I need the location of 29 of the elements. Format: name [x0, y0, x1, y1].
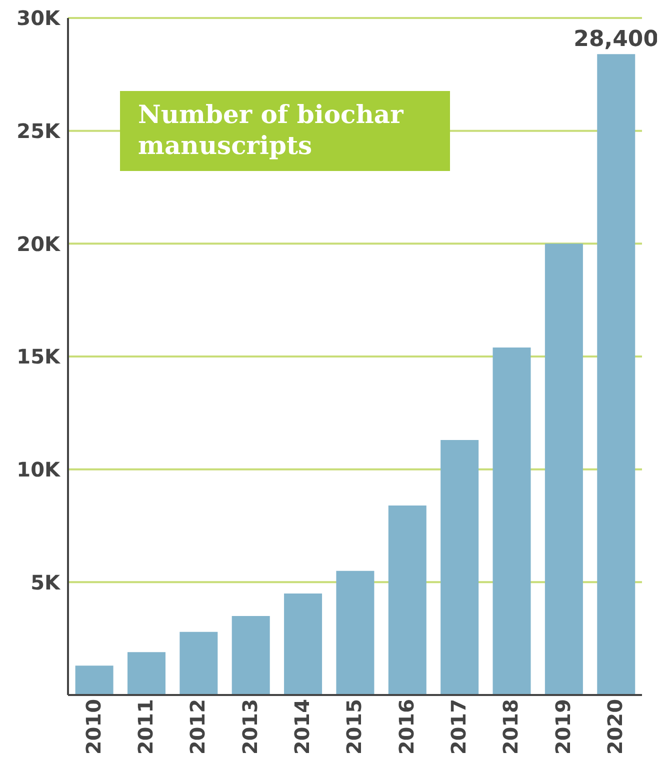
x-tick-label: 2014	[290, 699, 314, 755]
bar	[284, 593, 322, 695]
y-tick-label: 15K	[16, 344, 62, 369]
x-tick-label: 2013	[238, 699, 262, 755]
bar	[492, 347, 531, 695]
y-tick-label: 30K	[16, 6, 62, 30]
bar	[544, 244, 583, 695]
y-tick-label: 5K	[30, 570, 62, 594]
y-tick-label: 20K	[16, 232, 62, 256]
y-tick-label: 10K	[16, 457, 62, 482]
bar	[336, 570, 374, 695]
y-tick-label: 25K	[16, 118, 62, 143]
bar	[597, 54, 636, 695]
x-tick-label: 2018	[498, 699, 523, 755]
bar	[232, 616, 270, 695]
x-tick-label: 2010	[81, 699, 106, 755]
x-tick-label: 2015	[342, 699, 366, 755]
x-tick-label: 2020	[603, 699, 628, 755]
bar	[75, 666, 114, 695]
bar	[440, 440, 479, 695]
bar	[388, 505, 426, 695]
x-tick-label: 2016	[394, 699, 418, 755]
x-tick-label: 2017	[446, 699, 471, 755]
x-tick-label: 2012	[186, 699, 210, 755]
x-tick-label: 2011	[133, 699, 158, 755]
text: Number of biochar manuscripts	[120, 91, 450, 171]
bar	[127, 652, 166, 695]
x-tick-label: 2019	[550, 699, 575, 755]
bar	[180, 632, 218, 695]
